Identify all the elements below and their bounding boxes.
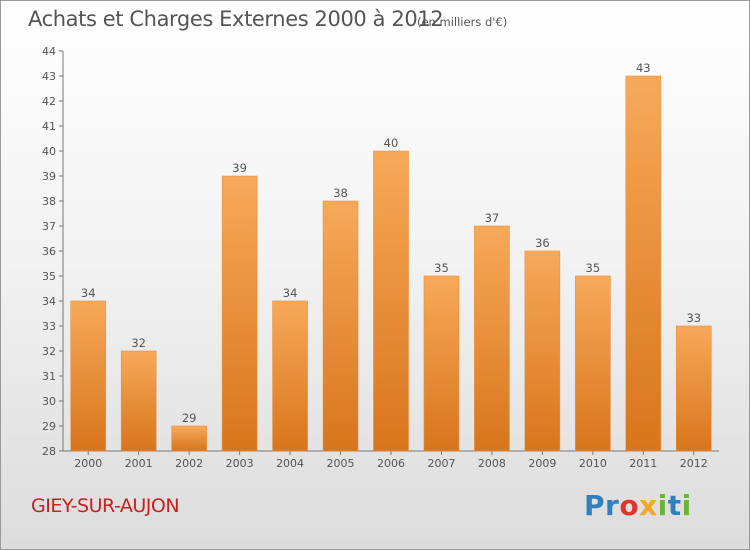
y-tick-label: 41 <box>42 120 56 133</box>
data-label: 33 <box>686 311 701 325</box>
y-tick-label: 40 <box>42 145 56 158</box>
logo-letter: t <box>667 489 682 522</box>
bars <box>70 75 712 452</box>
y-tick-label: 35 <box>42 270 56 283</box>
x-tick-label: 2007 <box>427 457 455 470</box>
x-tick-label: 2011 <box>629 457 657 470</box>
data-label: 35 <box>434 261 449 275</box>
logo-letter: x <box>639 489 658 522</box>
data-label: 38 <box>333 186 348 200</box>
y-tick-label: 38 <box>42 195 56 208</box>
bar-2003 <box>221 175 258 452</box>
bar-2006 <box>373 150 409 452</box>
data-label: 34 <box>283 286 298 300</box>
data-label: 35 <box>586 261 601 275</box>
x-tick-label: 2000 <box>74 457 102 470</box>
bar-2001 <box>120 350 157 452</box>
y-tick-label: 43 <box>42 70 56 83</box>
proxiti-logo[interactable]: Proxiti <box>584 489 692 522</box>
bar-2002 <box>171 425 207 452</box>
x-tick-label: 2012 <box>680 457 708 470</box>
y-tick-label: 28 <box>42 445 56 458</box>
y-tick-label: 39 <box>42 170 56 183</box>
x-tick-label: 2001 <box>125 457 153 470</box>
logo-letter: o <box>619 489 640 522</box>
town-name: GIEY-SUR-AUJON <box>31 495 180 517</box>
bar-2010 <box>575 275 611 452</box>
bar-2004 <box>272 300 308 452</box>
axes: 28 29 30 31 32 33 34 35 36 37 38 39 40 41 42 43 44 2000 20… <box>42 45 719 470</box>
data-label: 32 <box>131 336 146 350</box>
x-tick-label: 2005 <box>327 457 355 470</box>
x-tick-label: 2010 <box>579 457 607 470</box>
data-label: 40 <box>384 136 399 150</box>
logo-letter: r <box>605 489 620 522</box>
x-tick-label: 2008 <box>478 457 506 470</box>
data-label: 43 <box>636 61 651 75</box>
y-tick-label: 44 <box>42 45 56 58</box>
bar-2012 <box>675 325 712 452</box>
data-label: 37 <box>485 211 500 225</box>
y-tick-label: 32 <box>42 345 56 358</box>
data-label: 39 <box>232 161 247 175</box>
y-tick-label: 31 <box>42 370 56 383</box>
logo-letter: i <box>681 489 692 522</box>
bar-2000 <box>70 300 107 452</box>
bar-2005 <box>322 200 359 452</box>
x-tick-label: 2009 <box>528 457 556 470</box>
bar-2011 <box>625 75 662 452</box>
y-tick-label: 37 <box>42 220 56 233</box>
y-tick-label: 30 <box>42 395 56 408</box>
y-tick-label: 36 <box>42 245 56 258</box>
data-label: 29 <box>182 411 197 425</box>
x-tick-label: 2003 <box>226 457 254 470</box>
chart-subtitle: (en milliers d'€) <box>417 15 508 29</box>
bar-2008 <box>474 225 510 452</box>
data-label: 36 <box>535 236 550 250</box>
x-tick-label: 2004 <box>276 457 304 470</box>
data-labels: 34 32 29 39 34 38 40 35 37 36 35 43 33 <box>81 61 701 425</box>
x-tick-label: 2006 <box>377 457 405 470</box>
x-tick-label: 2002 <box>175 457 203 470</box>
logo-letter: P <box>584 489 606 522</box>
data-label: 34 <box>81 286 96 300</box>
chart-title: Achats et Charges Externes 2000 à 2012 <box>28 7 444 31</box>
bar-2009 <box>524 250 561 452</box>
bar-2007 <box>423 275 460 452</box>
y-tick-label: 29 <box>42 420 56 433</box>
logo-letter: i <box>657 489 668 522</box>
y-tick-label: 42 <box>42 95 56 108</box>
y-tick-label: 33 <box>42 320 56 333</box>
y-tick-label: 34 <box>42 295 56 308</box>
